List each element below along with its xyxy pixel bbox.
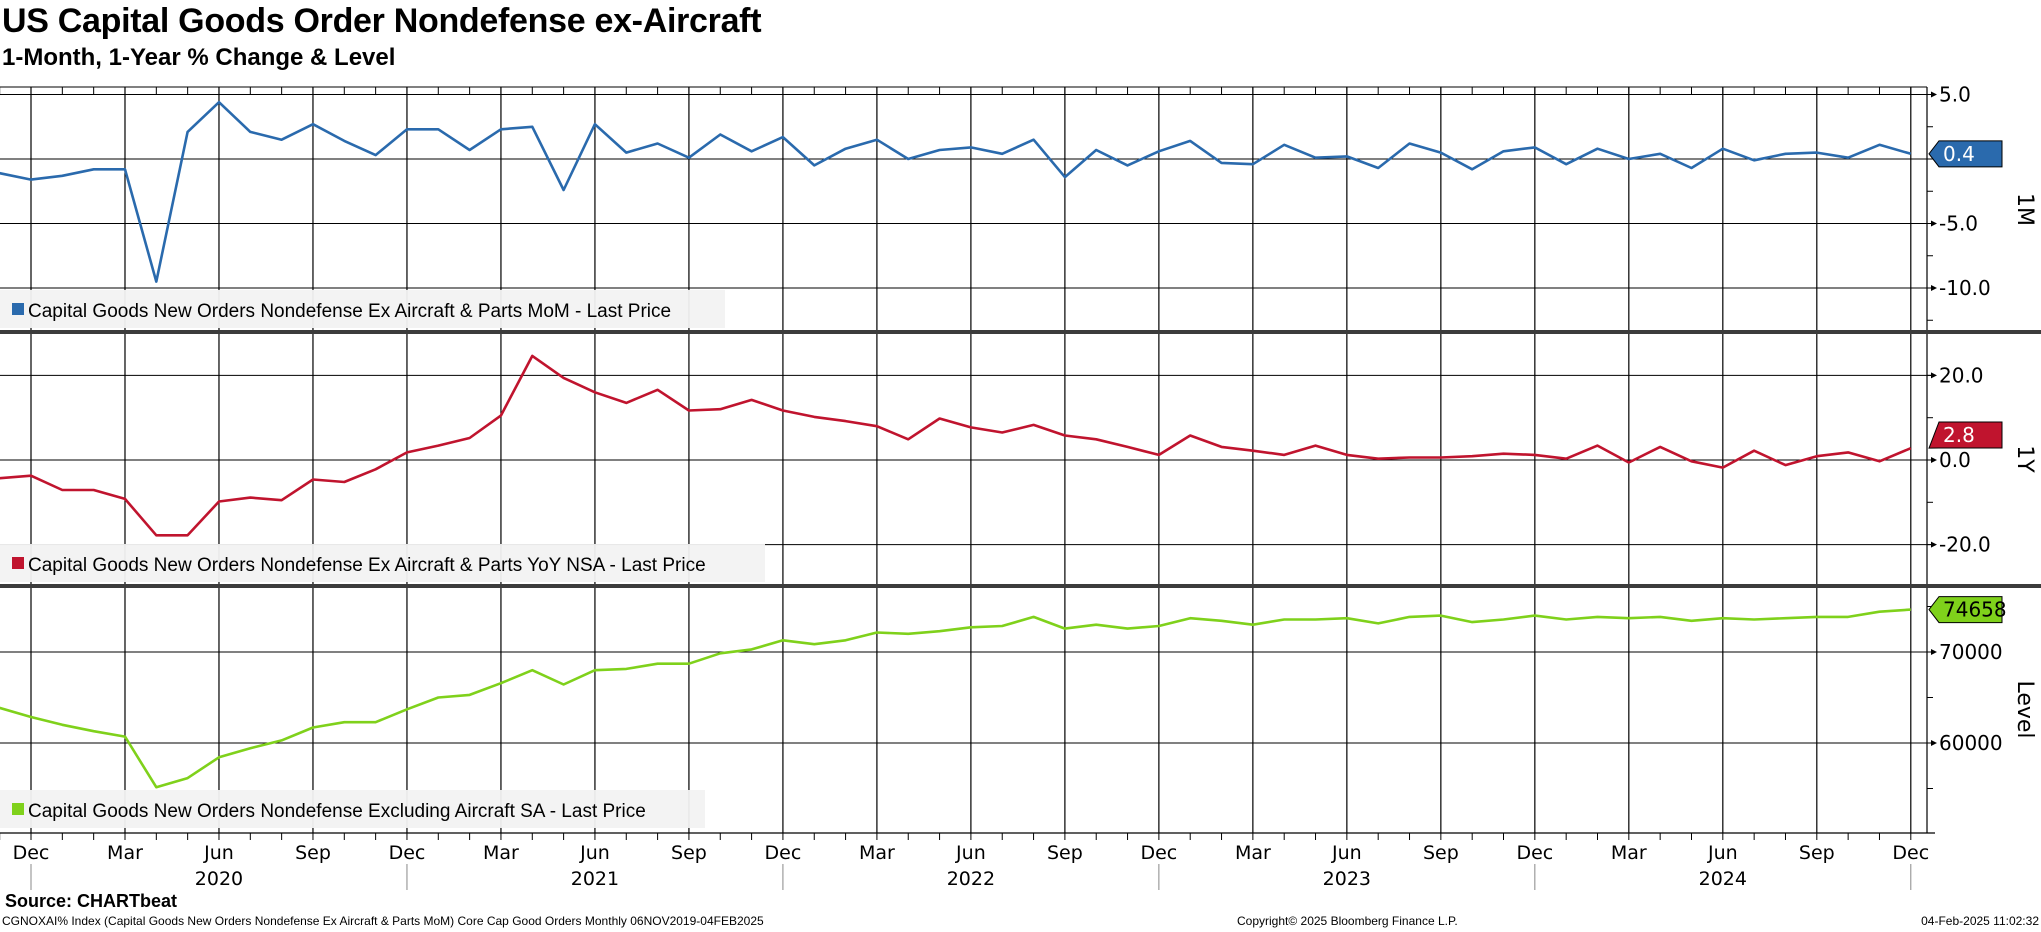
y-tick-label: 70000: [1939, 640, 2003, 664]
panel-axis-label: Level: [2012, 680, 2037, 738]
x-tick-label: Sep: [1799, 842, 1835, 864]
panel-axis-label: 1Y: [2012, 445, 2037, 473]
x-year-label: 2020: [195, 868, 243, 890]
legend: Capital Goods New Orders Nondefense Ex A…: [0, 290, 725, 328]
last-value-badge: 2.8: [1928, 421, 2003, 449]
legend-swatch: [12, 557, 24, 569]
source-label: Source: CHARTbeat: [5, 891, 178, 911]
x-tick-label: Jun: [1331, 842, 1362, 864]
x-tick-label: Jun: [1707, 842, 1738, 864]
x-tick-label: Mar: [1611, 842, 1647, 864]
tick-arrow: [1931, 457, 1937, 463]
legend-background: [0, 790, 705, 828]
x-tick-label: Dec: [13, 842, 50, 864]
x-tick-label: Dec: [389, 842, 426, 864]
chart-title: US Capital Goods Order Nondefense ex-Air…: [2, 2, 762, 40]
tick-arrow: [1931, 285, 1937, 291]
legend-swatch: [12, 803, 24, 815]
y-tick-label: 0.0: [1939, 448, 1971, 472]
legend-background: [0, 290, 725, 328]
y-tick-label: -20.0: [1939, 533, 1991, 557]
x-tick-label: Mar: [107, 842, 143, 864]
last-value-badge: 74658: [1928, 596, 2007, 624]
tick-arrow: [1931, 541, 1937, 548]
x-tick-label: Sep: [295, 842, 331, 864]
badge-value: 2.8: [1943, 423, 1975, 447]
badge-shape: [1928, 140, 2003, 168]
x-tick-label: Dec: [1516, 842, 1553, 864]
panel-axis-label: 1M: [2012, 193, 2037, 226]
x-tick-label: Sep: [1047, 842, 1083, 864]
legend-label: Capital Goods New Orders Nondefense Ex A…: [28, 301, 671, 322]
badge-value: 74658: [1943, 598, 2007, 622]
x-tick-label: Jun: [955, 842, 986, 864]
x-tick-label: Dec: [1892, 842, 1929, 864]
x-year-label: 2024: [1699, 868, 1747, 890]
legend-label: Capital Goods New Orders Nondefense Ex A…: [28, 555, 706, 576]
tick-arrow: [1931, 220, 1937, 227]
last-value-badge: 0.4: [1928, 140, 2003, 168]
x-tick-label: Sep: [1423, 842, 1459, 864]
y-tick-label: 5.0: [1939, 83, 1971, 107]
legend: Capital Goods New Orders Nondefense Excl…: [0, 790, 705, 828]
chart-subtitle: 1-Month, 1-Year % Change & Level: [2, 44, 396, 71]
x-tick-label: Dec: [765, 842, 802, 864]
series-line-1m: [0, 100, 1912, 283]
x-year-label: 2022: [947, 868, 995, 890]
y-tick-label: -5.0: [1939, 212, 1978, 236]
tick-arrow: [1931, 372, 1937, 379]
y-tick-label: 20.0: [1939, 363, 1984, 387]
badge-value: 0.4: [1943, 142, 1975, 166]
x-tick-label: Jun: [203, 842, 234, 864]
footer-copyright: Copyright© 2025 Bloomberg Finance L.P.: [1237, 914, 1458, 928]
tick-arrow: [1931, 740, 1937, 746]
x-tick-label: Mar: [483, 842, 519, 864]
badge-shape: [1928, 596, 2003, 624]
footer-timestamp: 04-Feb-2025 11:02:32: [1921, 914, 2039, 928]
tick-arrow: [1931, 91, 1937, 98]
x-tick-label: Mar: [859, 842, 895, 864]
legend: Capital Goods New Orders Nondefense Ex A…: [0, 544, 765, 582]
series-line-1y: [0, 354, 1912, 537]
x-year-label: 2021: [571, 868, 619, 890]
legend-background: [0, 544, 765, 582]
series-line-level: [0, 608, 1911, 789]
x-tick-label: Dec: [1140, 842, 1177, 864]
y-tick-label: 60000: [1939, 731, 2003, 755]
y-tick-label: -10.0: [1939, 276, 1991, 300]
x-tick-label: Mar: [1235, 842, 1271, 864]
x-tick-label: Jun: [579, 842, 610, 864]
legend-label: Capital Goods New Orders Nondefense Excl…: [28, 801, 646, 822]
x-year-label: 2023: [1323, 868, 1371, 890]
tick-arrow: [1931, 649, 1937, 655]
x-tick-label: Sep: [671, 842, 707, 864]
legend-swatch: [12, 303, 24, 315]
badge-shape: [1928, 421, 2003, 449]
footer-description: CGNOXAI% Index (Capital Goods New Orders…: [2, 914, 764, 928]
